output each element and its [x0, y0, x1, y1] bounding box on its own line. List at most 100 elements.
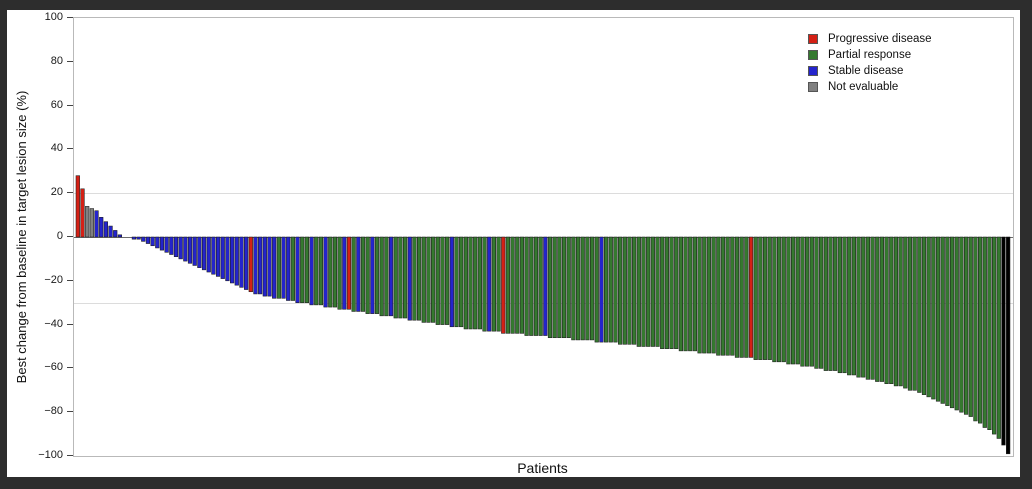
y-tick-mark — [67, 17, 73, 18]
patient-bar — [833, 236, 838, 371]
patient-bar — [543, 236, 548, 336]
patient-bar — [187, 236, 193, 264]
patient-bar — [819, 236, 824, 369]
y-tick-label: −60 — [44, 361, 63, 374]
patient-bar — [533, 236, 539, 336]
patient-bar — [108, 225, 113, 238]
patient-bar — [211, 236, 216, 275]
patient-bar — [660, 236, 665, 349]
y-tick-mark — [67, 411, 73, 413]
patient-bar — [477, 236, 482, 330]
patient-bar — [103, 221, 108, 238]
patient-bar — [636, 236, 641, 347]
patient-bar — [393, 236, 398, 319]
patient-bar — [758, 236, 763, 360]
patient-bar — [267, 236, 272, 297]
patient-bar — [141, 236, 146, 242]
chart-figure: Best change from baseline in target lesi… — [7, 10, 1020, 477]
patient-bar — [272, 236, 277, 299]
patient-bar — [622, 236, 627, 345]
patient-bar — [856, 236, 861, 378]
patient-bar — [258, 236, 263, 295]
patient-bar — [295, 236, 300, 303]
patient-bar — [145, 236, 151, 244]
patient-bar — [473, 236, 478, 330]
patient-bar — [253, 236, 258, 295]
patient-bar — [809, 236, 814, 367]
patient-bar — [566, 236, 571, 339]
progressive-disease-swatch-icon — [808, 34, 818, 44]
patient-bar — [837, 236, 842, 374]
patient-bar — [131, 236, 137, 240]
patient-bar — [706, 236, 712, 354]
patient-bar — [561, 236, 567, 339]
patient-bar — [959, 236, 964, 413]
patient-bar — [646, 236, 651, 347]
patient-bar — [973, 236, 978, 422]
patient-bar — [898, 236, 903, 387]
patient-bar — [613, 236, 618, 343]
patient-bar — [996, 236, 1001, 439]
patient-bar — [416, 236, 422, 321]
patient-bar — [599, 236, 604, 343]
patient-bar — [608, 236, 613, 343]
legend-item-stable-disease: Stable disease — [808, 63, 932, 79]
y-tick-label: −40 — [44, 317, 63, 330]
legend-label: Not evaluable — [828, 81, 899, 93]
patient-bar — [692, 236, 698, 352]
patient-bar — [935, 236, 941, 402]
patient-bar — [281, 236, 286, 299]
patient-bar — [641, 236, 646, 347]
patient-bar — [351, 236, 356, 312]
patient-bar — [342, 236, 347, 310]
patient-bar — [711, 236, 716, 354]
patient-bar — [220, 236, 225, 279]
y-tick-label: 100 — [44, 11, 63, 23]
patient-bar — [875, 236, 880, 382]
patient-bar — [828, 236, 833, 371]
legend-item-partial-response: Partial response — [808, 47, 932, 63]
patient-bar — [842, 236, 847, 374]
patient-bar — [318, 236, 324, 306]
patient-bar — [150, 236, 155, 247]
patient-bar — [388, 236, 394, 317]
patient-bar — [85, 206, 90, 238]
patient-bar — [192, 236, 197, 266]
y-tick-label: 80 — [50, 54, 63, 67]
legend-label: Progressive disease — [828, 33, 932, 45]
patient-bar — [201, 236, 207, 271]
y-tick-label: 20 — [50, 186, 63, 199]
legend-item-not-evaluable: Not evaluable — [808, 79, 932, 95]
patient-bar — [725, 236, 730, 356]
patient-bar — [384, 236, 389, 317]
patient-bar — [370, 236, 375, 314]
patient-bar — [300, 236, 305, 303]
y-tick-mark — [67, 60, 73, 62]
patient-bar — [627, 236, 632, 345]
patient-bar — [117, 234, 122, 238]
y-tick-label: 0 — [56, 230, 63, 242]
patient-bar — [847, 236, 852, 376]
patient-bar — [968, 236, 973, 417]
stable-disease-swatch-icon — [808, 66, 818, 76]
patient-bar — [618, 236, 623, 345]
patient-bar — [664, 236, 669, 349]
reference-line — [74, 193, 1013, 195]
patient-bar — [940, 236, 945, 404]
partial-response-swatch-icon — [808, 50, 818, 60]
y-tick-mark — [67, 279, 73, 281]
patient-bar — [332, 236, 338, 308]
patient-bar — [716, 236, 721, 356]
legend: Progressive disease Partial response Sta… — [808, 31, 932, 95]
patient-bar — [496, 236, 501, 332]
patient-bar — [402, 236, 408, 319]
patient-bar — [426, 236, 431, 323]
patient-bar — [982, 236, 987, 428]
patient-bar — [575, 236, 581, 341]
patient-bar — [159, 236, 165, 251]
x-axis-title: Patients — [517, 460, 568, 476]
patient-bar — [865, 236, 870, 380]
patient-bar — [346, 236, 352, 310]
patient-bar — [683, 236, 688, 352]
